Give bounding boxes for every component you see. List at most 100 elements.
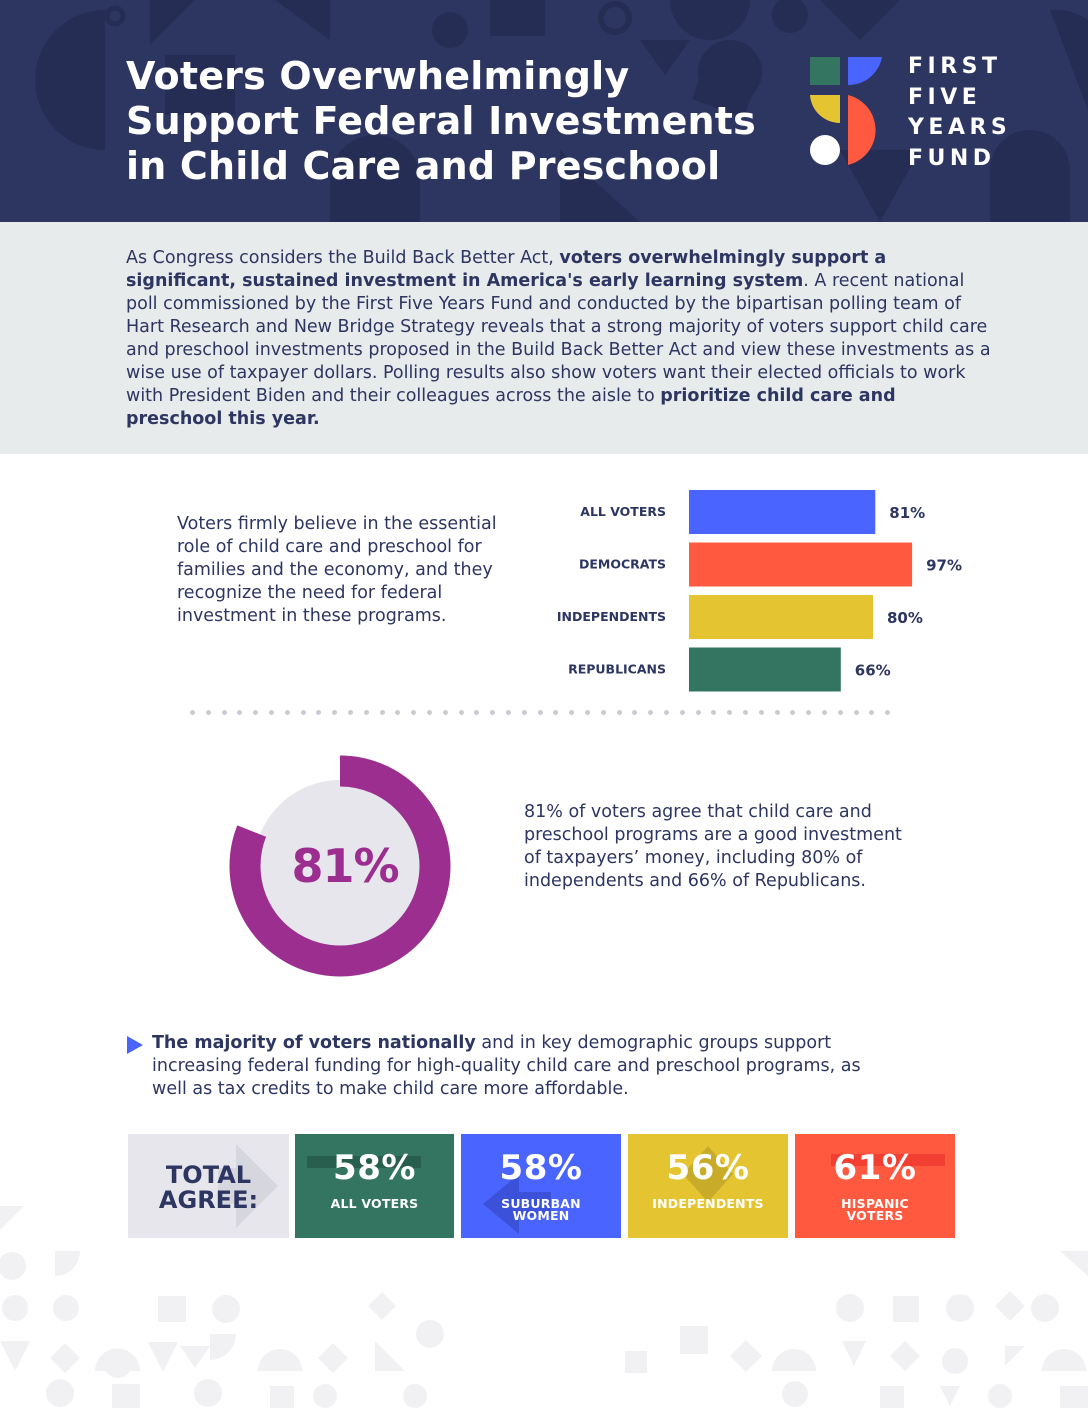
agree-donut-chart <box>229 755 451 977</box>
arrow-decoration-icon <box>483 1174 551 1234</box>
divider-dot <box>616 710 622 715</box>
divider-dot <box>332 710 338 715</box>
divider-dot <box>585 710 590 715</box>
bar <box>689 647 841 692</box>
divider-dot <box>869 710 875 715</box>
stat-tile-all-voters: 58% ALL VOTERS <box>295 1134 454 1238</box>
bottom-decorative-pattern <box>0 1206 1088 1408</box>
stat-label: HISPANIC VOTERS <box>795 1196 955 1223</box>
header-banner: Voters Overwhelmingly Support Federal In… <box>0 0 1088 222</box>
logo-wordmark: FIRST FIVE YEARS FUND <box>908 52 1011 174</box>
divider-dot <box>506 710 511 715</box>
divider-dot <box>743 710 748 715</box>
arrow-decoration-icon <box>218 1144 278 1228</box>
logo-word: FIRST <box>908 54 1002 79</box>
divider-dot <box>348 710 353 715</box>
bar-decoration-icon <box>831 1154 945 1166</box>
first-five-years-fund-logo-icon <box>810 57 882 165</box>
intro-band: As Congress considers the Build Back Bet… <box>0 222 1088 454</box>
divider-dot <box>853 710 859 715</box>
stat-label-line: VOTERS <box>846 1208 904 1223</box>
intro-bold-segment: prioritize child care and preschool this… <box>126 386 896 429</box>
divider-dot <box>553 710 559 715</box>
bar-value-label: 80% <box>887 609 923 627</box>
divider-dot <box>205 710 211 715</box>
total-agree-tile: TOTAL AGREE: <box>128 1134 289 1238</box>
divider-dot <box>569 710 575 715</box>
divider-dot <box>190 710 195 715</box>
divider-dot <box>632 710 638 715</box>
support-bar-chart: ALL VOTERS 81% DEMOCRATS 97% INDEPENDENTS 80%… <box>557 490 962 692</box>
bar-category-label: INDEPENDENTS <box>557 609 666 624</box>
stat-label-line: INDEPENDENTS <box>652 1196 764 1211</box>
header-decorative-shapes <box>35 0 1088 222</box>
donut-value-label: 81% <box>291 839 399 893</box>
divider-dot <box>727 710 733 715</box>
stat-label-line: SUBURBAN <box>501 1196 581 1211</box>
divider-dot <box>442 710 448 715</box>
stat-label-line: ALL VOTERS <box>330 1196 419 1211</box>
page-title: Voters Overwhelmingly Support Federal In… <box>126 54 806 189</box>
title-line: Voters Overwhelmingly <box>126 54 630 98</box>
stat-tile-independents: 56% INDEPENDENTS <box>628 1134 788 1238</box>
total-agree-line: AGREE: <box>158 1186 259 1214</box>
bar-value-label: 97% <box>926 557 962 575</box>
majority-paragraph: The majority of voters nationally and in… <box>152 1032 872 1101</box>
dotted-divider <box>190 710 900 718</box>
divider-dot <box>284 710 290 715</box>
stat-label: ALL VOTERS <box>295 1196 454 1211</box>
divider-dot <box>885 710 891 715</box>
divider-dot <box>363 710 369 715</box>
stat-percent: 56% <box>666 1148 750 1188</box>
stat-percent: 61% <box>833 1148 917 1188</box>
majority-bold: The majority of voters nationally <box>152 1033 476 1053</box>
donut-description: 81% of voters agree that child care and … <box>524 802 902 891</box>
stat-label-line: WOMEN <box>512 1208 570 1223</box>
divider-dot <box>269 710 274 715</box>
divider-dot <box>695 710 701 715</box>
play-triangle-icon <box>127 1036 143 1054</box>
total-agree-label: TOTAL AGREE: <box>128 1163 289 1213</box>
divider-dot <box>806 710 812 715</box>
intro-text-segment: . A recent national poll commissioned by… <box>126 271 991 406</box>
divider-dot <box>316 710 322 715</box>
logo-word: YEARS <box>908 115 1012 140</box>
divider-dot <box>395 710 401 715</box>
divider-dot <box>253 710 259 715</box>
divider-dot <box>490 710 496 715</box>
bar <box>689 490 876 534</box>
divider-dot <box>774 710 780 715</box>
intro-paragraph: As Congress considers the Build Back Bet… <box>126 247 996 431</box>
stat-label: INDEPENDENTS <box>628 1196 788 1211</box>
bar-category-label: ALL VOTERS <box>580 504 666 519</box>
divider-dot <box>837 710 843 715</box>
logo-word: FUND <box>908 145 996 171</box>
divider-dot <box>411 710 417 715</box>
divider-dot <box>237 710 243 715</box>
bar-decoration-icon <box>307 1156 421 1168</box>
divider-dot <box>458 710 464 715</box>
intro-bold-segment: voters overwhelmingly support a signific… <box>126 248 887 291</box>
divider-dot <box>221 710 227 715</box>
bar <box>689 542 913 587</box>
bar-value-label: 66% <box>855 662 891 680</box>
bar-category-label: DEMOCRATS <box>579 557 666 572</box>
stat-tile-suburban-women: 58% SUBURBAN WOMEN <box>461 1134 621 1238</box>
divider-dot <box>537 710 543 715</box>
bar-category-label: REPUBLICANS <box>568 662 666 677</box>
bar <box>689 595 873 639</box>
donut-center <box>254 780 426 952</box>
voters-belief-text: Voters firmly believe in the essential r… <box>177 514 497 626</box>
stat-percent: 58% <box>499 1148 583 1188</box>
divider-dot <box>600 710 606 715</box>
divider-dot <box>711 710 717 715</box>
stat-label: SUBURBAN WOMEN <box>461 1196 621 1223</box>
total-agree-line: TOTAL <box>165 1161 252 1189</box>
divider-dot <box>300 710 306 715</box>
diamond-decoration-icon <box>683 1146 733 1202</box>
title-line: in Child Care and Preschool <box>126 144 721 188</box>
intro-text-segment: As Congress considers the Build Back Bet… <box>126 248 560 268</box>
divider-dot <box>758 710 764 715</box>
divider-dot <box>648 710 654 715</box>
stat-label-line: HISPANIC <box>841 1196 909 1211</box>
